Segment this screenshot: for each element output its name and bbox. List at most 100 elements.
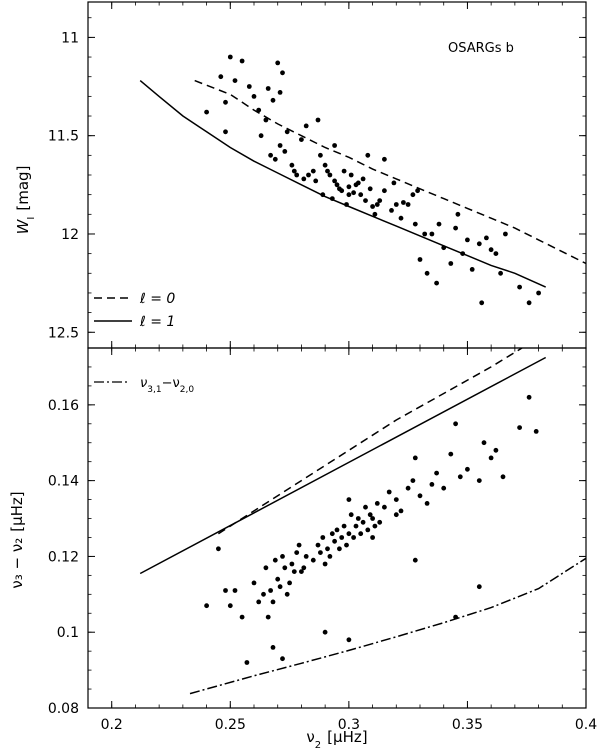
data-point (327, 554, 333, 559)
data-point (367, 512, 373, 518)
data-point (303, 123, 309, 129)
data-point (263, 565, 269, 571)
data-point (517, 284, 522, 290)
data-point (294, 550, 300, 555)
legend-label-dashdot: ν3,1−ν2,0 (140, 376, 194, 395)
data-point (218, 74, 224, 80)
data-point (329, 196, 335, 202)
data-point (315, 542, 321, 548)
data-point (398, 508, 404, 514)
data-point (239, 614, 245, 620)
data-point (410, 192, 416, 198)
svg-text:ν₃ − ν₂[μHz]: ν₃ − ν₂ [μHz] (8, 491, 26, 588)
data-point (204, 109, 210, 115)
data-point (332, 178, 337, 184)
data-point (256, 599, 262, 605)
data-point (332, 143, 337, 148)
data-point (346, 184, 352, 190)
data-point (223, 129, 228, 135)
data-point (484, 235, 489, 241)
x-tick-label: 0.4 (575, 717, 597, 733)
data-point (325, 546, 330, 552)
data-point (393, 497, 399, 502)
plot-frame (87, 347, 587, 709)
data-point (204, 603, 210, 609)
data-point (223, 588, 228, 593)
data-point (232, 78, 238, 83)
data-point (325, 168, 330, 174)
data-point (374, 501, 380, 506)
data-point (429, 231, 435, 237)
data-point (415, 188, 420, 194)
data-point (265, 86, 271, 91)
data-point (287, 580, 292, 586)
data-point (526, 394, 532, 400)
data-point (360, 519, 366, 525)
data-point (346, 531, 352, 537)
x-tick-label: 0.3 (338, 717, 360, 733)
ylabel-unit: [mag] (14, 166, 32, 211)
ylabel-text: ν₃ − ν₂ (8, 538, 26, 589)
y-tick-label: 0.1 (57, 625, 79, 641)
data-point (448, 261, 454, 266)
plot-area (139, 348, 586, 695)
y-tick-label: 11 (61, 30, 79, 46)
legend-label-l1: ℓ = 1 (139, 314, 175, 330)
data-point (488, 247, 494, 253)
data-point (365, 152, 371, 158)
x-tick-label: 0.25 (215, 717, 246, 733)
data-point (358, 531, 364, 537)
data-point (465, 466, 470, 472)
data-point (481, 440, 487, 446)
data-point (417, 493, 423, 499)
data-point (410, 478, 416, 483)
data-point (301, 565, 307, 571)
top-legend: ℓ = 0 ℓ = 1 (94, 291, 175, 330)
data-point (322, 561, 328, 567)
data-point (441, 485, 447, 491)
data-point (488, 455, 494, 461)
data-point (280, 70, 285, 76)
data-point (493, 251, 499, 256)
data-point (322, 629, 328, 635)
data-point (434, 470, 439, 476)
data-point (299, 569, 304, 574)
data-point (351, 535, 356, 540)
data-point (500, 474, 506, 480)
svg-text:WI[mag]: WI [mag] (14, 166, 37, 235)
x-tick-label: 0.35 (452, 717, 483, 733)
data-point (382, 156, 387, 162)
data-point (424, 270, 430, 276)
data-point (216, 546, 221, 552)
y-tick-label: 0.14 (48, 474, 79, 490)
data-point (382, 504, 387, 510)
data-point (370, 204, 375, 209)
y-tick-label: 0.08 (48, 701, 79, 717)
data-point (460, 251, 466, 256)
data-point (493, 447, 499, 453)
xlabel-main: ν (306, 728, 314, 746)
ylabel-main: W (14, 218, 32, 234)
data-point (270, 97, 276, 103)
data-point (348, 172, 354, 178)
data-point (436, 221, 442, 227)
data-point (301, 176, 307, 182)
data-point (227, 603, 233, 609)
y-tick-label: 0.16 (48, 398, 79, 414)
data-point (353, 523, 359, 529)
data-point (389, 208, 394, 213)
ylabel-unit-bottom: [μHz] (8, 491, 26, 531)
data-point (289, 162, 295, 168)
data-point (303, 554, 309, 559)
data-point (401, 200, 406, 205)
panel-annotation: OSARGs b (448, 41, 514, 56)
data-point (315, 117, 321, 123)
data-point (282, 149, 288, 154)
data-point (453, 614, 458, 620)
data-point (296, 542, 302, 548)
data-point (263, 117, 269, 123)
data-point (358, 192, 364, 198)
data-point (476, 478, 482, 483)
data-point (291, 569, 297, 574)
